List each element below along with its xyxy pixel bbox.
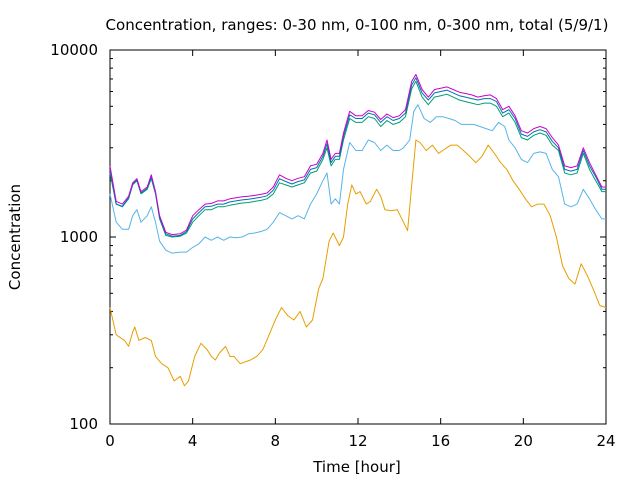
series-line-1 xyxy=(109,139,607,387)
axis-ticks: 0 4 8 12 16 20 24 100 1000 10000 xyxy=(50,41,615,450)
chart-title: Concentration, ranges: 0-30 nm, 0-100 nm… xyxy=(106,16,609,34)
series-line-4 xyxy=(109,77,606,237)
x-tick-label: 20 xyxy=(514,432,533,450)
x-axis-label: Time [hour] xyxy=(312,458,401,476)
data-series xyxy=(109,74,607,387)
y-tick-label: 1000 xyxy=(60,228,98,246)
series-line-5 xyxy=(109,74,606,236)
series-line-3 xyxy=(109,80,606,238)
x-tick-label: 12 xyxy=(348,432,367,450)
x-tick-label: 8 xyxy=(271,432,281,450)
x-tick-label: 16 xyxy=(431,432,450,450)
series-line-2 xyxy=(109,104,606,254)
plot-area-frame xyxy=(109,49,607,425)
y-tick-label: 10000 xyxy=(50,41,98,59)
x-tick-label: 24 xyxy=(596,432,615,450)
x-tick-label: 0 xyxy=(105,432,115,450)
y-tick-label: 100 xyxy=(69,415,98,433)
x-tick-label: 4 xyxy=(188,432,198,450)
y-axis-label: Concentration xyxy=(6,184,24,290)
